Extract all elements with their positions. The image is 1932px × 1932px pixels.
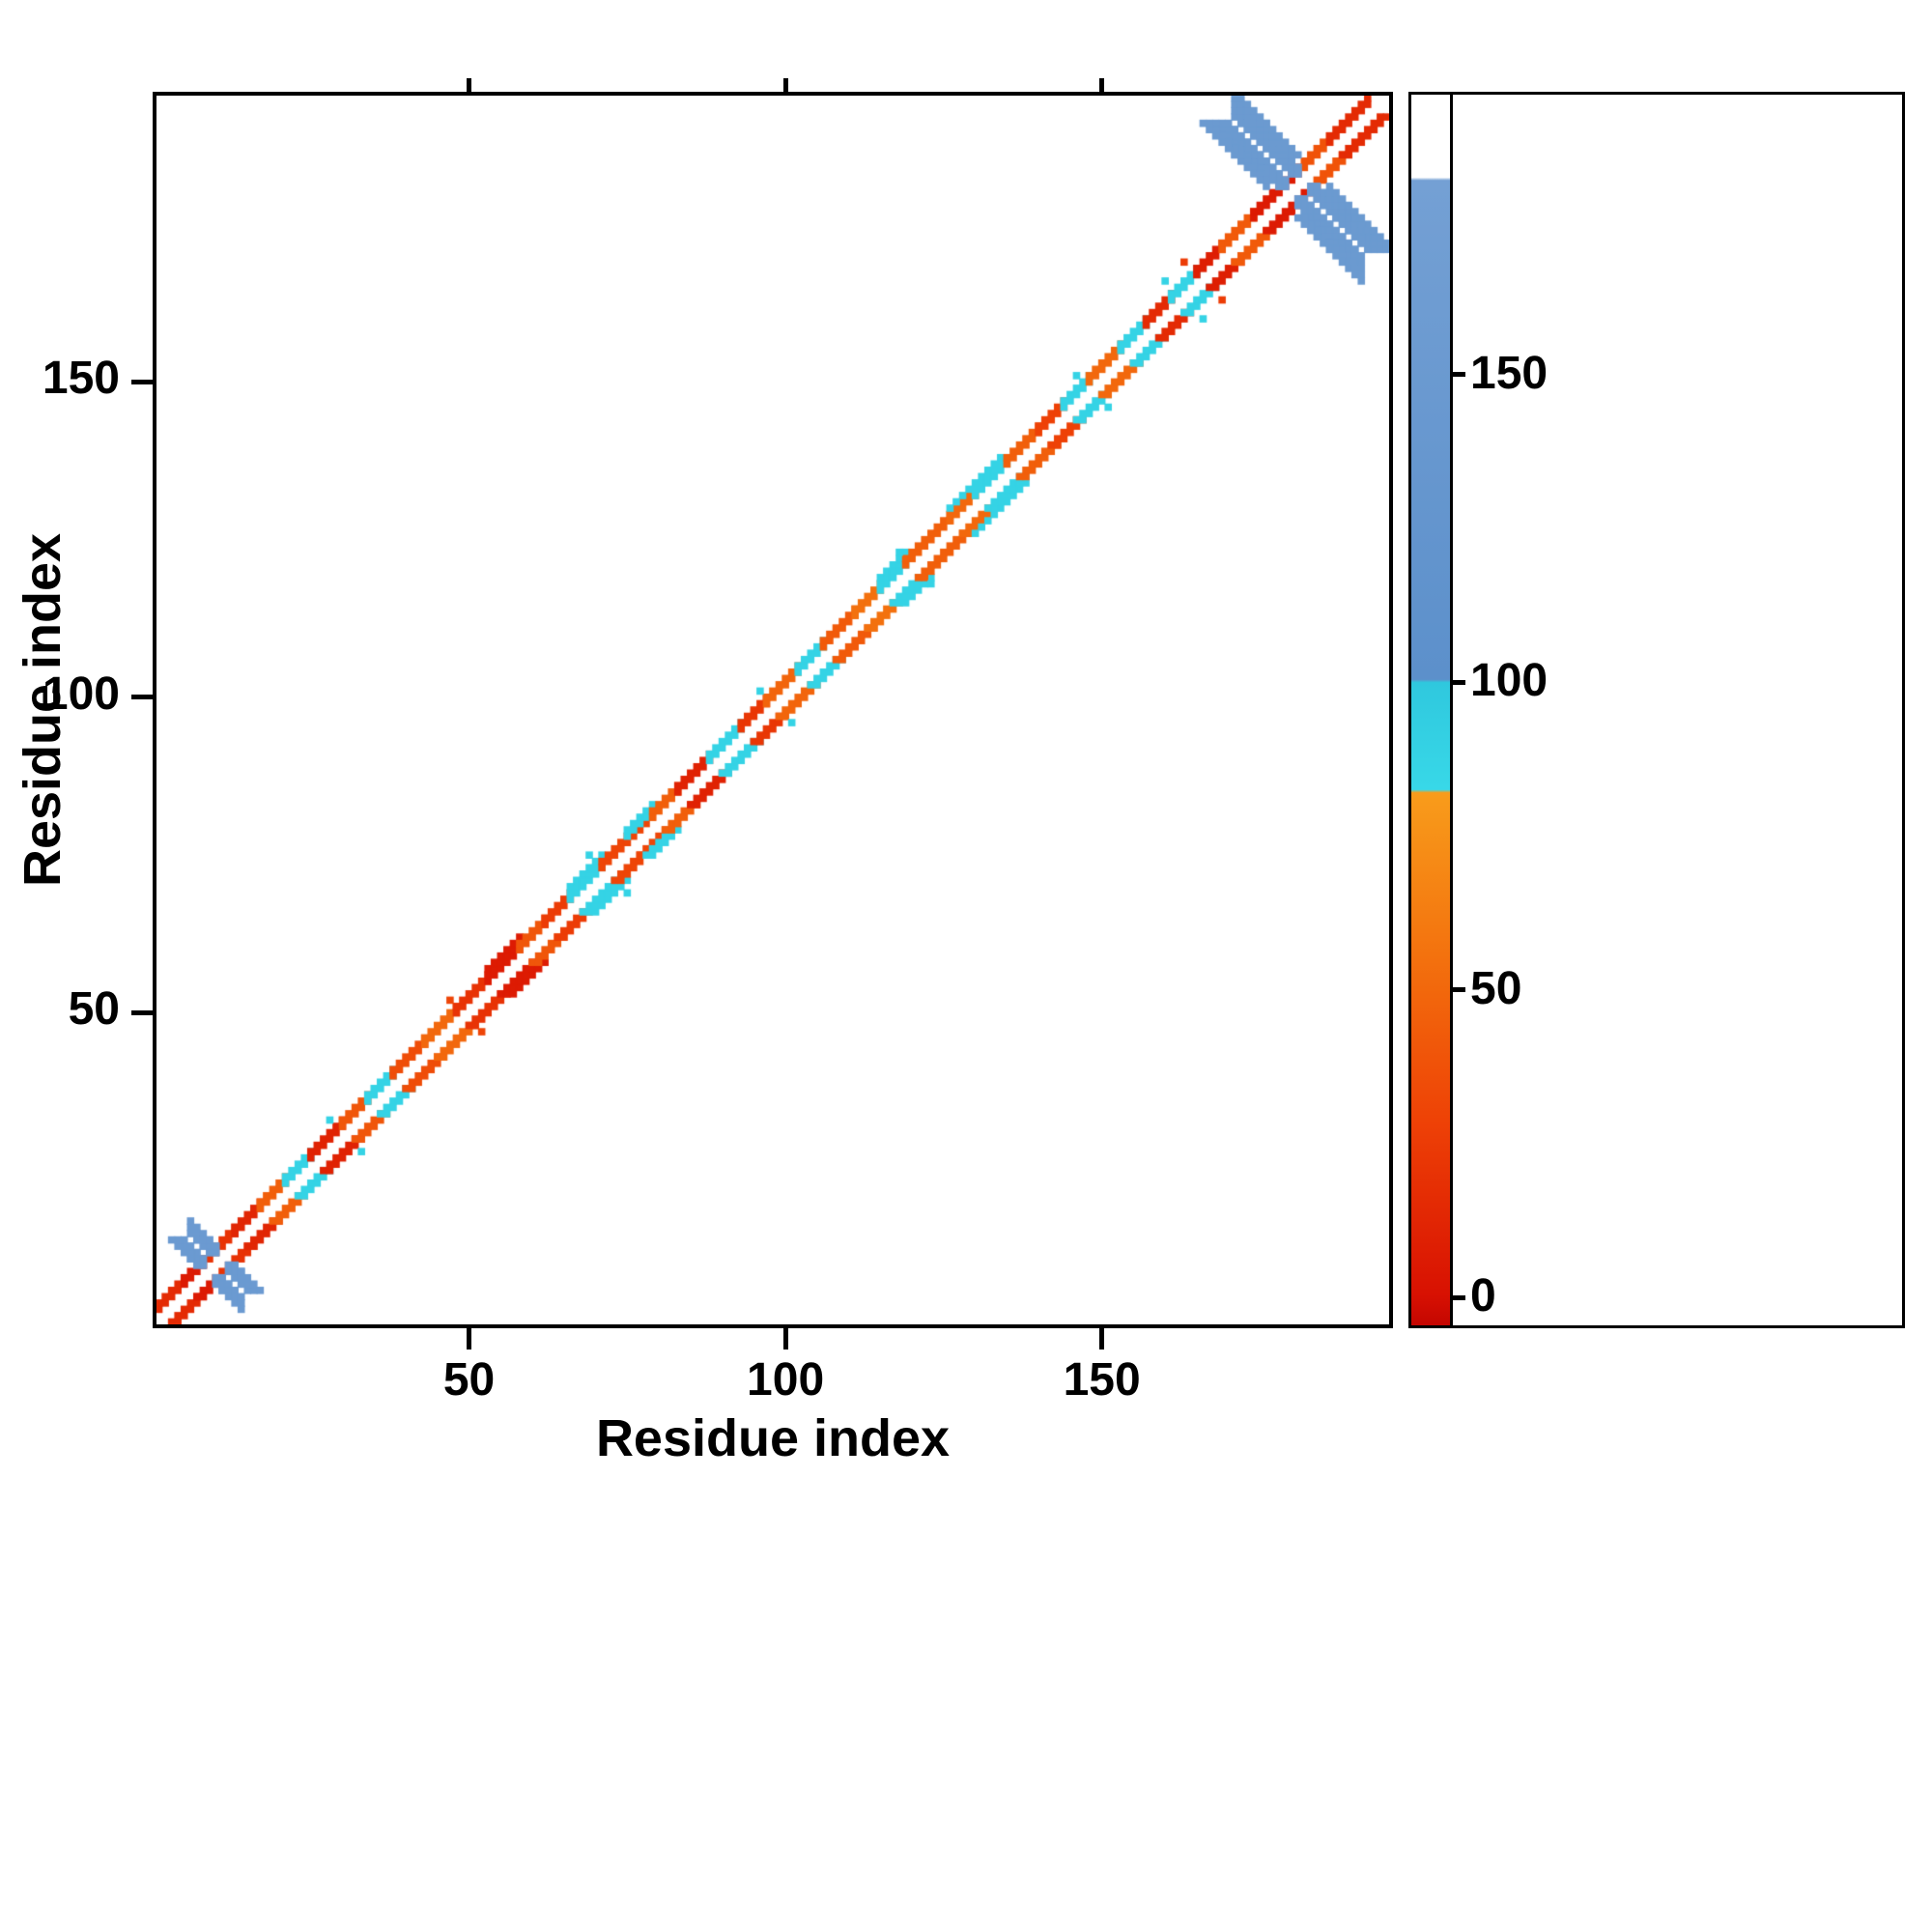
- y-tick-mark: [131, 695, 153, 700]
- x-tick-mark: [782, 1328, 788, 1350]
- x-top-tick-mark: [1099, 78, 1105, 92]
- colorbar-tick-mark: [1450, 372, 1465, 378]
- x-top-tick-mark: [782, 78, 788, 92]
- colorbar-tick-mark: [1450, 679, 1465, 685]
- colorbar-tick-label: 0: [1470, 1270, 1496, 1322]
- x-tick-label: 150: [1063, 1354, 1141, 1406]
- x-tick-label: 100: [747, 1354, 825, 1406]
- colorbar-tick-label: 50: [1470, 962, 1522, 1014]
- x-tick-mark: [1099, 1328, 1105, 1350]
- x-axis-label: Residue index: [595, 1409, 951, 1467]
- colorbar-tick-label: 150: [1470, 347, 1548, 399]
- colorbar-tick-mark: [1450, 1294, 1465, 1300]
- y-tick-label: 150: [42, 353, 120, 405]
- x-top-tick-mark: [467, 78, 472, 92]
- y-tick-label: 50: [68, 983, 120, 1036]
- y-tick-mark: [131, 1009, 153, 1015]
- x-tick-label: 50: [442, 1354, 496, 1406]
- x-tick-mark: [467, 1328, 472, 1350]
- colorbar-gradient: [1408, 92, 1453, 1328]
- colorbar-tick-mark: [1450, 987, 1465, 993]
- plot-frame: [153, 92, 1393, 1328]
- colorbar-tick-label: 100: [1470, 655, 1548, 707]
- y-tick-mark: [131, 379, 153, 384]
- y-tick-label: 100: [42, 668, 120, 720]
- contact-map-canvas: [153, 92, 1393, 1328]
- colorbar-frame: [1408, 92, 1905, 1328]
